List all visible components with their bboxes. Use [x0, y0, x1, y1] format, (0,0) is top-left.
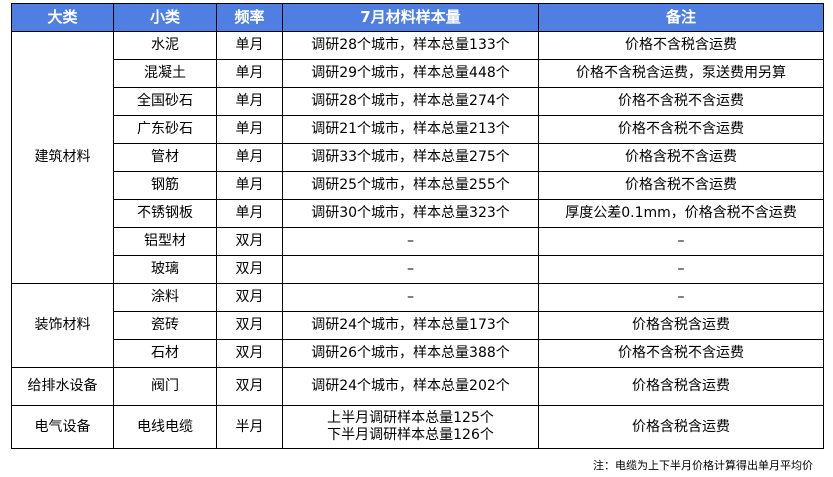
remarks-cell: 价格不含税不含运费 [538, 339, 824, 368]
sample-cell: 调研21个城市，样本总量213个 [282, 115, 539, 144]
category-cell: 装饰材料 [11, 283, 114, 368]
remarks-cell: 厚度公差0.1mm，价格含税不含运费 [538, 199, 824, 228]
table-row: 玻璃 双月 – – [12, 255, 824, 284]
subcategory-cell: 电线电缆 [113, 405, 217, 449]
table-row: 混凝土 单月 调研29个城市，样本总量448个 价格不含税含运费，泵送费用另算 [12, 59, 824, 88]
subcategory-cell: 涂料 [113, 283, 217, 312]
subcategory-cell: 水泥 [113, 31, 217, 60]
sample-line: 上半月调研样本总量125个 [327, 410, 494, 426]
remarks-cell: 价格不含税不含运费 [538, 115, 824, 144]
category-cell: 电气设备 [11, 405, 114, 449]
sample-cell: 调研24个城市，样本总量202个 [282, 367, 539, 406]
header-subcategory: 小类 [113, 3, 217, 32]
frequency-cell: 单月 [216, 199, 283, 228]
sample-cell: 调研26个城市，样本总量388个 [282, 339, 539, 368]
header-frequency: 频率 [216, 3, 283, 32]
table-row: 不锈钢板 单月 调研30个城市，样本总量323个 厚度公差0.1mm，价格含税不含运费 [12, 199, 824, 228]
frequency-cell: 单月 [216, 59, 283, 88]
remarks-cell: – [538, 227, 824, 256]
sample-cell: – [282, 227, 539, 256]
frequency-cell: 单月 [216, 171, 283, 200]
frequency-cell: 双月 [216, 311, 283, 340]
remarks-cell: 价格不含税不含运费 [538, 87, 824, 116]
sample-cell: 调研25个城市，样本总量255个 [282, 171, 539, 200]
frequency-cell: 单月 [216, 143, 283, 172]
footnote: 注：电缆为上下半月价格计算得出单月平均价 [593, 459, 813, 472]
subcategory-cell: 玻璃 [113, 255, 217, 284]
frequency-cell: 半月 [216, 405, 283, 449]
subcategory-cell: 管材 [113, 143, 217, 172]
sample-cell: 调研28个城市，样本总量274个 [282, 87, 539, 116]
subcategory-cell: 铝型材 [113, 227, 217, 256]
sample-cell: – [282, 255, 539, 284]
subcategory-cell: 瓷砖 [113, 311, 217, 340]
frequency-cell: 单月 [216, 31, 283, 60]
frequency-cell: 双月 [216, 227, 283, 256]
table-row: 铝型材 双月 – – [12, 227, 824, 256]
remarks-cell: 价格不含税含运费，泵送费用另算 [538, 59, 824, 88]
remarks-cell: 价格含税含运费 [538, 405, 824, 449]
table-row: 钢筋 单月 调研25个城市，样本总量255个 价格含税不含运费 [12, 171, 824, 200]
subcategory-cell: 全国砂石 [113, 87, 217, 116]
remarks-cell: 价格含税不含运费 [538, 143, 824, 172]
remarks-cell: – [538, 283, 824, 312]
subcategory-cell: 钢筋 [113, 171, 217, 200]
table-row: 给排水设备 阀门 双月 调研24个城市，样本总量202个 价格含税含运费 [11, 367, 824, 406]
table-row: 广东砂石 单月 调研21个城市，样本总量213个 价格不含税不含运费 [12, 115, 824, 144]
sample-cell: 上半月调研样本总量125个 下半月调研样本总量126个 [282, 405, 539, 449]
sample-cell: 调研29个城市，样本总量448个 [282, 59, 539, 88]
subcategory-cell: 石材 [113, 339, 217, 368]
table-row: 电气设备 电线电缆 半月 上半月调研样本总量125个 下半月调研样本总量126个 价格含税… [11, 405, 824, 449]
sample-cell: 调研28个城市，样本总量133个 [282, 31, 539, 60]
frequency-cell: 双月 [216, 339, 283, 368]
sample-cell: – [282, 283, 539, 312]
sample-line: 下半月调研样本总量126个 [327, 427, 494, 443]
subcategory-cell: 阀门 [113, 367, 217, 406]
sample-cell: 调研24个城市，样本总量173个 [282, 311, 539, 340]
category-cell: 给排水设备 [11, 367, 114, 406]
header-category: 大类 [11, 3, 114, 32]
header-row: 大类 小类 频率 7月材料样本量 备注 [11, 3, 824, 32]
remarks-cell: – [538, 255, 824, 284]
subcategory-cell: 不锈钢板 [113, 199, 217, 228]
frequency-cell: 双月 [216, 283, 283, 312]
header-remarks: 备注 [538, 3, 824, 32]
remarks-cell: 价格不含税含运费 [538, 31, 824, 60]
frequency-cell: 双月 [216, 367, 283, 406]
table-row: 装饰材料 涂料 双月 – – [11, 283, 824, 368]
remarks-cell: 价格含税含运费 [538, 311, 824, 340]
table-row: 建筑材料 水泥 单月 调研28个城市，样本总量133个 价格不含税含运费 [11, 31, 824, 284]
table-row: 石材 双月 调研26个城市，样本总量388个 价格不含税不含运费 [12, 339, 824, 368]
table-row: 瓷砖 双月 调研24个城市，样本总量173个 价格含税含运费 [12, 311, 824, 340]
category-cell: 建筑材料 [11, 31, 114, 284]
remarks-cell: 价格含税不含运费 [538, 171, 824, 200]
frequency-cell: 单月 [216, 87, 283, 116]
subcategory-cell: 混凝土 [113, 59, 217, 88]
table-row: 全国砂石 单月 调研28个城市，样本总量274个 价格不含税不含运费 [12, 87, 824, 116]
sample-cell: 调研33个城市，样本总量275个 [282, 143, 539, 172]
header-sample: 7月材料样本量 [282, 3, 539, 32]
remarks-cell: 价格含税含运费 [538, 367, 824, 406]
subcategory-cell: 广东砂石 [113, 115, 217, 144]
frequency-cell: 单月 [216, 115, 283, 144]
table-row: 管材 单月 调研33个城市，样本总量275个 价格含税不含运费 [12, 143, 824, 172]
materials-table: 大类 小类 频率 7月材料样本量 备注 建筑材料 水泥 单月 调研28个城市，样本总量… [11, 3, 824, 449]
sample-cell: 调研30个城市，样本总量323个 [282, 199, 539, 228]
frequency-cell: 双月 [216, 255, 283, 284]
